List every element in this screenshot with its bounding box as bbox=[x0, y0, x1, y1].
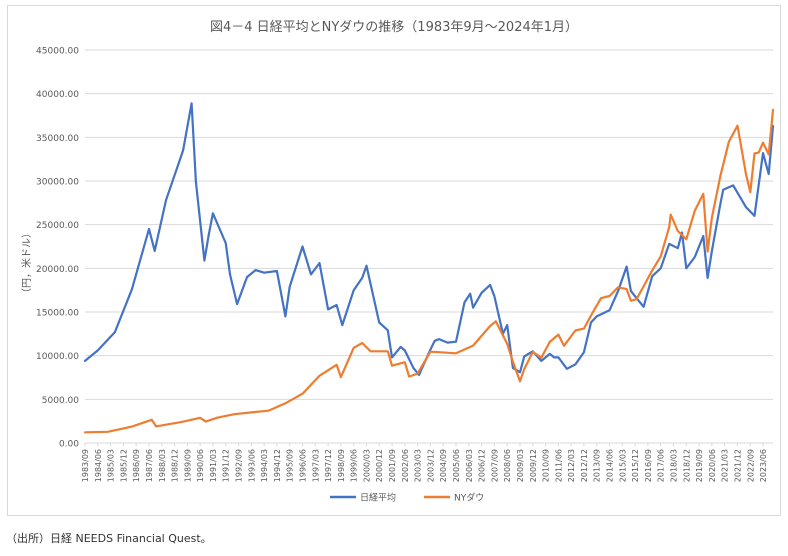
y-tick-label: 15000.00 bbox=[36, 309, 79, 319]
x-tick-label: 1997/03 bbox=[311, 449, 320, 482]
chart-title: 図4－4 日経平均とNYダウの推移（1983年9月～2024年1月） bbox=[210, 20, 578, 35]
x-tick-label: 2018/12 bbox=[682, 449, 691, 482]
x-tick-label: 1992/09 bbox=[235, 449, 244, 482]
x-tick-label: 1994/03 bbox=[260, 449, 269, 482]
y-tick-label: 10000.00 bbox=[36, 352, 79, 362]
gridlines bbox=[85, 49, 773, 444]
y-tick-label: 20000.00 bbox=[36, 265, 79, 275]
x-tick-label: 2004/09 bbox=[439, 449, 448, 482]
x-tick-label: 2000/12 bbox=[375, 449, 384, 482]
x-tick-label: 1990/06 bbox=[196, 449, 205, 482]
x-tick-label: 2003/12 bbox=[426, 449, 435, 482]
y-tick-label: 40000.00 bbox=[36, 90, 79, 100]
x-tick-label: 1987/06 bbox=[145, 449, 154, 482]
x-tick-label: 1995/09 bbox=[286, 449, 295, 482]
x-tick-label: 2012/03 bbox=[567, 449, 576, 482]
x-tick-label: 1986/09 bbox=[132, 449, 141, 482]
x-tick-label: 2009/03 bbox=[516, 449, 525, 482]
x-tick-label: 2002/06 bbox=[401, 449, 410, 482]
x-tick-label: 1991/12 bbox=[222, 449, 231, 482]
y-axis-ticks: 0.00 5000.00 10000.00 15000.00 20000.00 25000… bbox=[36, 47, 79, 450]
x-tick-label: 2020/06 bbox=[708, 449, 717, 482]
x-tick-label: 2008/06 bbox=[503, 449, 512, 482]
y-tick-label: 0.00 bbox=[59, 440, 79, 450]
x-tick-label: 2010/09 bbox=[542, 449, 551, 482]
chart-frame: 図4－4 日経平均とNYダウの推移（1983年9月～2024年1月） （円，米ド… bbox=[7, 5, 781, 516]
x-tick-label: 2018/03 bbox=[669, 449, 678, 482]
x-tick-label: 1985/12 bbox=[119, 449, 128, 482]
x-tick-label: 2017/06 bbox=[657, 449, 666, 482]
y-axis-label: （円，米ドル） bbox=[20, 228, 33, 298]
series-lines bbox=[83, 102, 775, 434]
x-tick-label: 1993/06 bbox=[247, 449, 256, 482]
x-tick-label: 2005/06 bbox=[452, 449, 461, 482]
y-tick-label: 35000.00 bbox=[36, 134, 79, 144]
x-tick-label: 2011/06 bbox=[554, 449, 563, 482]
x-tick-label: 2006/03 bbox=[465, 449, 474, 482]
x-tick-label: 2003/03 bbox=[414, 449, 423, 482]
x-tick-label: 2007/09 bbox=[490, 449, 499, 482]
x-tick-label: 1989/09 bbox=[183, 449, 192, 482]
x-tick-label: 2015/03 bbox=[618, 449, 627, 482]
x-tick-label: 1994/12 bbox=[273, 449, 282, 482]
y-tick-label: 25000.00 bbox=[36, 221, 79, 231]
x-tick-label: 1985/03 bbox=[107, 449, 116, 482]
x-tick-label: 2021/03 bbox=[721, 449, 730, 482]
x-tick-label: 2023/06 bbox=[759, 449, 768, 482]
x-tick-label: 2015/12 bbox=[631, 449, 640, 482]
x-tick-label: 2014/06 bbox=[606, 449, 615, 482]
x-tick-label: 2001/09 bbox=[388, 449, 397, 482]
x-tick-label: 1999/06 bbox=[350, 449, 359, 482]
x-tick-label: 2021/12 bbox=[733, 449, 742, 482]
x-tick-label: 2016/09 bbox=[644, 449, 653, 482]
x-axis-ticks: 1983/09 1984/06 1985/03 1985/12 1986/09 1987/… bbox=[81, 443, 768, 482]
y-tick-label: 45000.00 bbox=[36, 47, 79, 57]
x-tick-label: 2013/09 bbox=[593, 449, 602, 482]
x-tick-label: 1988/03 bbox=[158, 449, 167, 482]
line-chart: 図4－4 日経平均とNYダウの推移（1983年9月～2024年1月） （円，米ド… bbox=[20, 20, 775, 504]
x-tick-label: 1997/12 bbox=[324, 449, 333, 482]
y-tick-label: 5000.00 bbox=[42, 396, 79, 406]
source-note: （出所）日経 NEEDS Financial Quest。 bbox=[6, 532, 212, 545]
legend: 日経平均 NYダウ bbox=[330, 492, 484, 504]
x-tick-label: 2012/12 bbox=[580, 449, 589, 482]
x-tick-label: 1996/06 bbox=[298, 449, 307, 482]
x-tick-label: 1998/09 bbox=[337, 449, 346, 482]
x-tick-label: 1991/03 bbox=[209, 449, 218, 482]
series-line-nydow bbox=[83, 108, 775, 434]
x-tick-label: 1988/12 bbox=[171, 449, 180, 482]
x-tick-label: 2009/12 bbox=[529, 449, 538, 482]
legend-label-nydow: NYダウ bbox=[454, 492, 484, 504]
x-tick-label: 2006/12 bbox=[478, 449, 487, 482]
x-tick-label: 1983/09 bbox=[81, 449, 90, 482]
x-tick-label: 2022/09 bbox=[746, 449, 755, 482]
y-tick-label: 30000.00 bbox=[36, 178, 79, 188]
series-line-nikkei bbox=[83, 102, 775, 376]
x-tick-label: 2000/03 bbox=[362, 449, 371, 482]
x-tick-label: 1984/06 bbox=[94, 449, 103, 482]
x-tick-label: 2019/09 bbox=[695, 449, 704, 482]
legend-label-nikkei: 日経平均 bbox=[360, 492, 396, 504]
